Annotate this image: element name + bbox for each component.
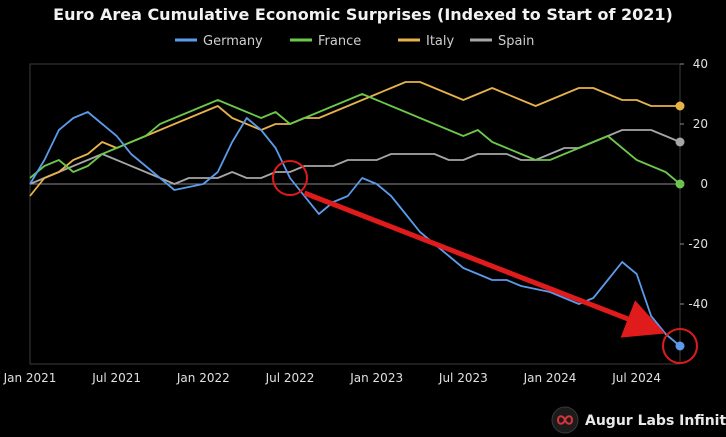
x-tick-label: Jul 2023 [438, 371, 488, 385]
legend: Germany France Italy Spain [175, 34, 534, 49]
infinity-glyph [556, 415, 574, 425]
x-tick-label: Jul 2024 [611, 371, 661, 385]
annotation-circle [272, 160, 308, 196]
x-tick-label: Jul 2021 [91, 371, 141, 385]
x-tick-label: Jan 2024 [523, 371, 577, 385]
series-line-germany [29, 111, 681, 347]
series-line-spain [29, 129, 681, 185]
x-tick-label: Jan 2022 [176, 371, 230, 385]
brand-name: Augur Labs Infinity [585, 413, 726, 429]
x-tick-label: Jul 2022 [265, 371, 315, 385]
series-line-france [29, 93, 681, 185]
brand: Augur Labs Infinity [551, 406, 726, 434]
y-tick-label: 40 [693, 57, 708, 71]
y-tick-label: 20 [693, 117, 708, 131]
annotation-circle [662, 328, 698, 364]
y-tick-label: 0 [700, 177, 708, 191]
legend-label: Spain [498, 34, 534, 49]
legend-item-germany: Germany [175, 34, 263, 49]
annotation-arrow [303, 190, 666, 338]
legend-item-italy: Italy [398, 34, 455, 49]
legend-label: France [318, 34, 361, 49]
series-layer [29, 81, 685, 351]
series-end-point-italy [675, 101, 685, 111]
chart-title: Euro Area Cumulative Economic Surprises … [53, 5, 673, 24]
x-tick-label: Jan 2023 [349, 371, 403, 385]
y-axis: 40 20 0 -20 -40 [680, 57, 708, 311]
annotation-layer [272, 160, 698, 364]
y-tick-label: -40 [688, 297, 708, 311]
x-tick-label: Jan 2021 [3, 371, 57, 385]
series-end-point-spain [675, 137, 685, 147]
plot-area [29, 63, 681, 365]
legend-item-spain: Spain [470, 34, 534, 49]
legend-item-france: France [290, 34, 361, 49]
series-line-italy [29, 81, 680, 197]
legend-label: Germany [203, 34, 263, 49]
series-end-point-germany [675, 341, 685, 351]
x-axis: Jan 2021 Jul 2021 Jan 2022 Jul 2022 Jan 2023… [3, 371, 662, 385]
y-tick-label: -20 [688, 237, 708, 251]
legend-label: Italy [426, 34, 455, 49]
